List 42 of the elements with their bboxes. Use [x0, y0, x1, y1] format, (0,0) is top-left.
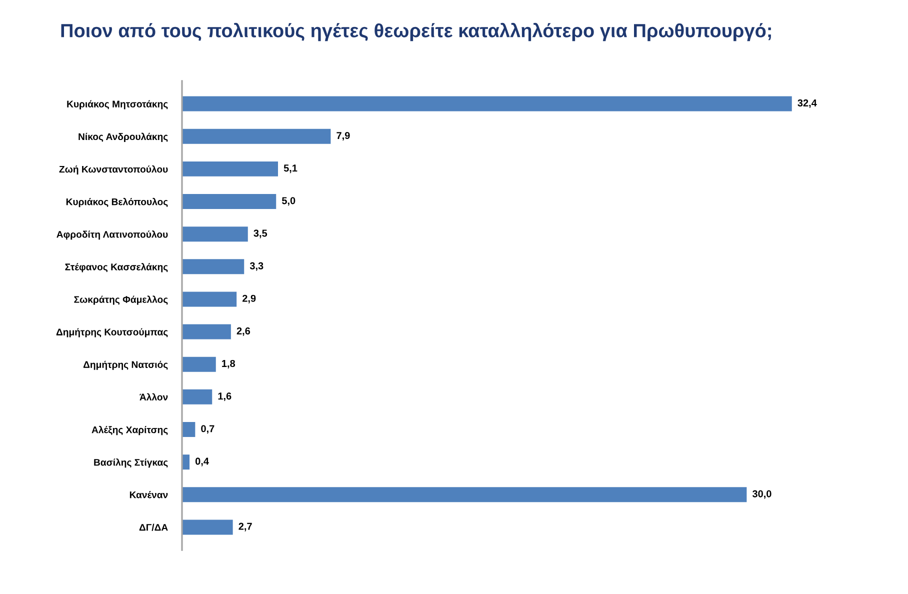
- data-label: 1,8: [222, 360, 236, 368]
- bar: [182, 422, 196, 437]
- data-label: 5,1: [284, 164, 298, 174]
- bar: [182, 194, 276, 209]
- y-tick-label: Αλέξης Χαρίτσης: [92, 426, 168, 436]
- y-tick-label: Σωκράτης Φάμελλος: [74, 296, 168, 305]
- data-label: 2,7: [238, 522, 252, 532]
- y-tick-label: Βασίλης Στίγκας: [94, 458, 168, 468]
- bar: [182, 356, 216, 372]
- data-label: 3,5: [254, 230, 268, 238]
- bar: [182, 161, 278, 176]
- data-label: 0,4: [195, 458, 209, 466]
- y-tick-label: Κυριάκος Μητσοτάκης: [67, 100, 168, 110]
- data-label: 30,0: [752, 490, 772, 499]
- data-label: 1,6: [218, 392, 232, 402]
- data-label: 2,9: [242, 294, 256, 304]
- y-tick-label: Άλλον: [140, 393, 168, 400]
- data-label: 0,7: [201, 425, 214, 434]
- bar: [182, 226, 248, 242]
- data-label: 3,3: [250, 262, 264, 271]
- data-label: 5,0: [282, 197, 296, 206]
- data-label: 32,4: [798, 99, 817, 108]
- bar: [182, 128, 331, 144]
- bar: [182, 389, 212, 404]
- y-tick-label: Νίκος Ανδρουλάκης: [78, 132, 168, 142]
- chart-title: Ποιον από τους πολιτικούς ηγέτες θεωρείτε καταλληλότερο για Πρωθυπουργό;: [61, 22, 771, 42]
- y-tick-label: Αφροδίτη Λατινοπούλου: [56, 230, 168, 240]
- y-tick-label: Στέφανος Κασσελάκης: [65, 263, 168, 272]
- bar: [182, 259, 244, 274]
- bar: [182, 520, 233, 535]
- bar: [182, 324, 231, 340]
- data-label: 2,6: [236, 327, 250, 336]
- y-tick-label: Δημήτρης Κουτσούμπας: [56, 328, 168, 338]
- y-tick-label: Δημήτρης Νατσιός: [83, 360, 168, 370]
- bar: [182, 487, 747, 502]
- data-label: 7,9: [336, 132, 350, 140]
- bar: [182, 96, 792, 112]
- y-tick-label: ΔΓ/ΔΑ: [139, 524, 168, 531]
- bar: [182, 292, 237, 307]
- y-tick-label: Ζωή Κωνσταντοπούλου: [59, 165, 168, 175]
- y-tick-label: Κυριάκος Βελόπουλος: [66, 198, 168, 208]
- y-tick-label: Κανέναν: [130, 491, 168, 498]
